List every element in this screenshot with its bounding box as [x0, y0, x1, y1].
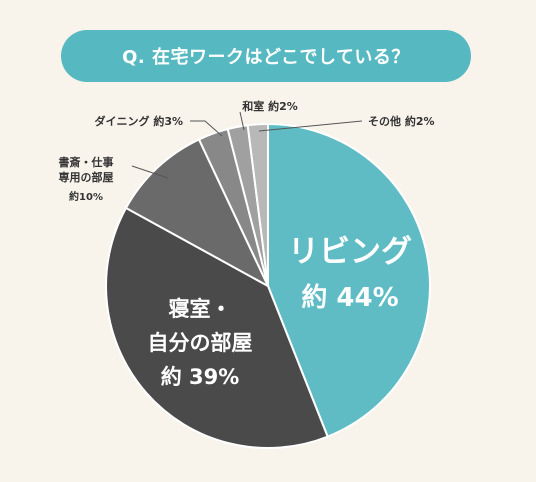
living-label: リビング — [288, 234, 412, 270]
living-percent: 約 44% — [301, 282, 398, 313]
leader-line-dining — [190, 120, 223, 137]
leader-line-other — [258, 120, 363, 132]
leader-line-study — [131, 165, 169, 179]
bedroom-label-line1: 寝室・ — [169, 297, 232, 321]
study-label-line2: 専用の部屋 — [59, 170, 114, 184]
study-percent: 約10% — [69, 190, 103, 203]
dining-label: ダイニング 約3% — [94, 114, 183, 128]
pie-slice-other — [246, 122, 269, 287]
leader-line-japanese-room — [239, 111, 245, 131]
pie-slice-living — [267, 122, 431, 438]
other-label: その他 約2% — [368, 114, 435, 128]
bedroom-percent: 約 39% — [161, 365, 240, 389]
pie-slice-bedroom — [105, 206, 329, 449]
study-label-line1: 書斎・仕事 — [59, 155, 114, 169]
question-title: Q. 在宅ワークはどこでしている？ — [61, 30, 471, 82]
leader-lines — [131, 111, 363, 179]
bedroom-label-line2: 自分の部屋 — [148, 331, 253, 355]
japanese-room-label: 和室 約2% — [242, 99, 298, 113]
